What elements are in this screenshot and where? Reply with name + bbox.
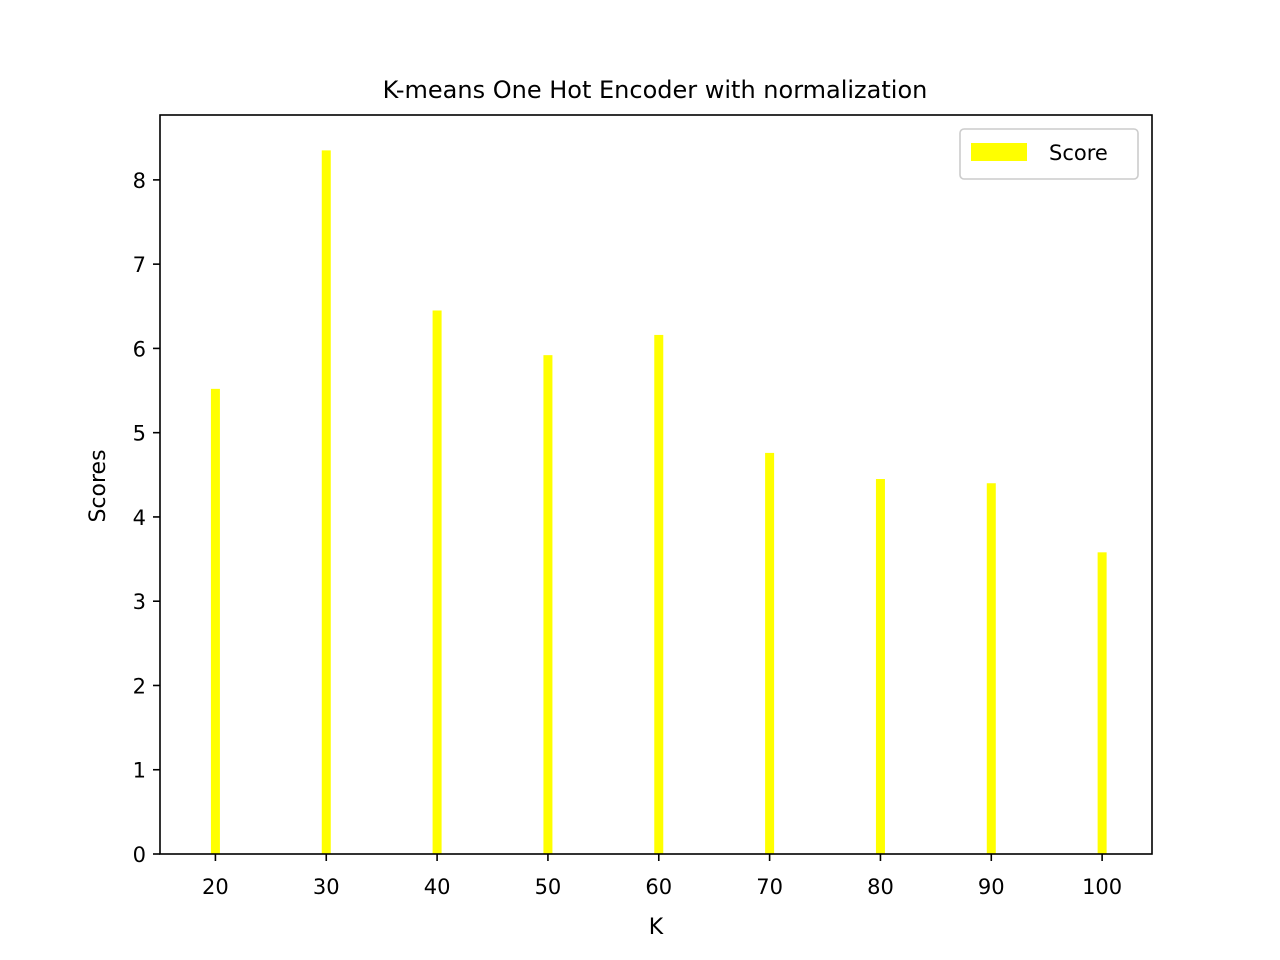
y-tick-label-4: 4 xyxy=(133,506,146,530)
bar-k-60 xyxy=(654,334,664,854)
plot-frame xyxy=(159,114,1153,855)
y-tick-label-7: 7 xyxy=(133,253,146,277)
bar-k-80 xyxy=(875,479,885,854)
bar-k-90 xyxy=(986,483,996,854)
bar-k-40 xyxy=(432,310,442,854)
bar-k-50 xyxy=(543,355,553,854)
y-tick-label-2: 2 xyxy=(133,674,146,698)
legend-label: Score xyxy=(1049,141,1108,165)
x-axis-label: K xyxy=(649,915,664,940)
chart-title: K-means One Hot Encoder with normalizati… xyxy=(383,76,928,104)
x-tick-label-100: 100 xyxy=(1082,875,1122,899)
x-tick-label-20: 20 xyxy=(202,875,229,899)
y-axis-label: Scores xyxy=(86,449,111,522)
y-tick-label-5: 5 xyxy=(133,422,146,446)
y-tick-label-3: 3 xyxy=(133,590,146,614)
x-tick-label-50: 50 xyxy=(535,875,562,899)
y-tick-label-0: 0 xyxy=(133,843,146,867)
legend: Score xyxy=(959,128,1139,180)
y-tick-label-6: 6 xyxy=(133,337,146,361)
x-tick-label-90: 90 xyxy=(978,875,1005,899)
bar-k-20 xyxy=(210,388,220,854)
bar-k-30 xyxy=(321,150,331,854)
legend-box xyxy=(959,128,1139,180)
x-tick-label-80: 80 xyxy=(867,875,894,899)
y-tick-label-8: 8 xyxy=(133,169,146,193)
bar-k-70 xyxy=(765,452,775,854)
plot-area: 0 1 2 3 4 5 6 7 8 20 30 40 50 60 70 80 90 100 xyxy=(133,114,1153,899)
y-tick-label-1: 1 xyxy=(133,759,146,783)
bar-k-100 xyxy=(1097,552,1107,854)
legend-swatch xyxy=(971,143,1027,161)
x-tick-label-70: 70 xyxy=(756,875,783,899)
x-tick-label-40: 40 xyxy=(424,875,451,899)
x-tick-label-30: 30 xyxy=(313,875,340,899)
x-tick-label-60: 60 xyxy=(645,875,672,899)
